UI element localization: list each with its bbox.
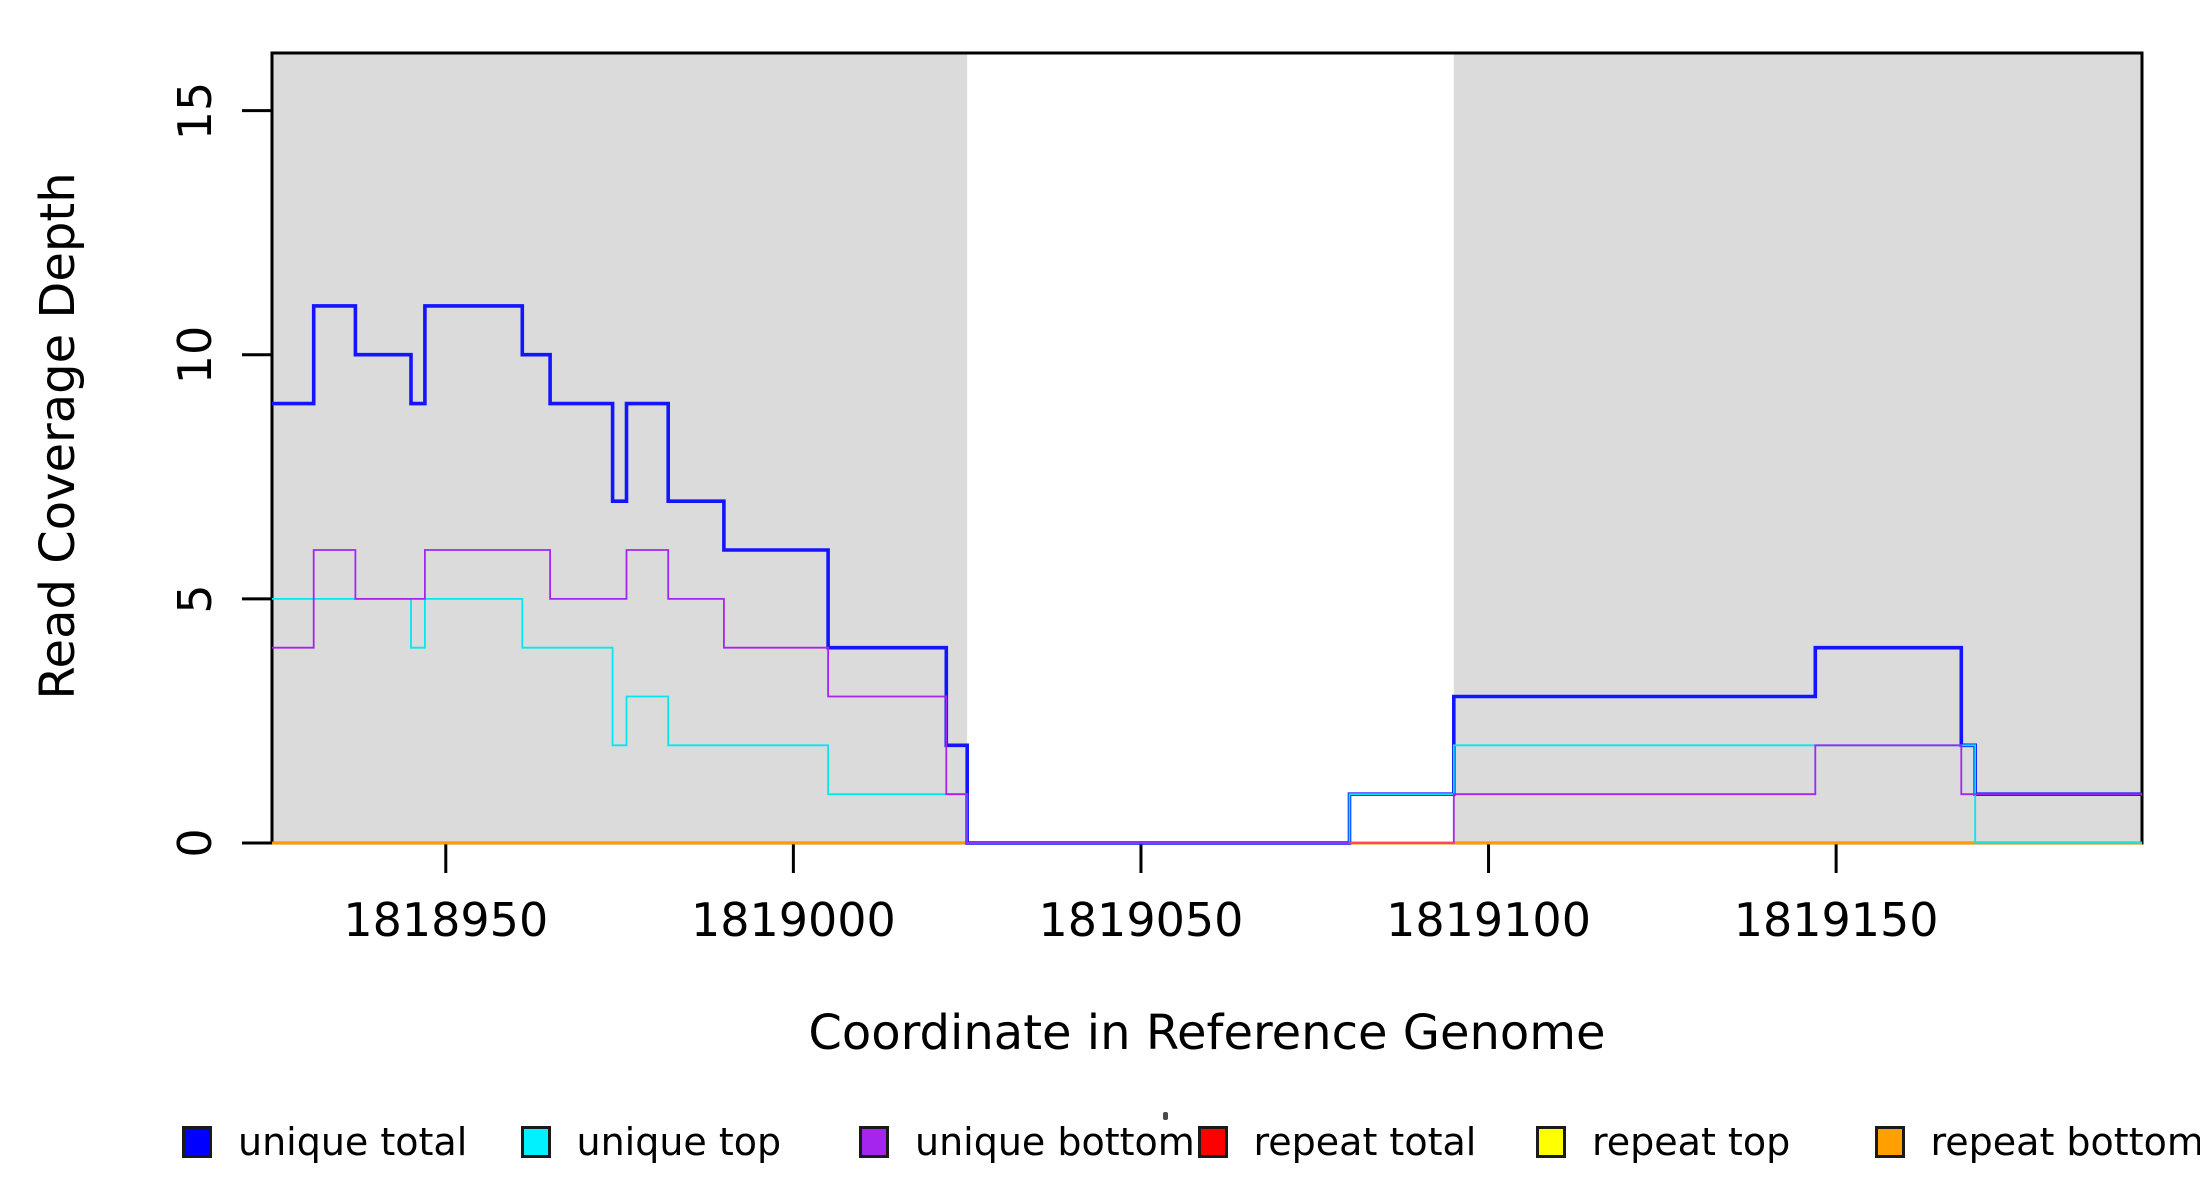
legend-item-unique-total: unique total [182, 1120, 467, 1164]
series-line-unique-bottom [272, 549, 2142, 844]
legend-swatch-unique-bottom [859, 1126, 889, 1158]
legend-label-repeat-top: repeat top [1592, 1120, 1791, 1164]
y-tick-label-1: 5 [168, 584, 222, 614]
legend-item-unique-top: unique top [520, 1120, 782, 1164]
legend-swatch-unique-total [182, 1126, 212, 1158]
y-tick-label-2: 10 [168, 325, 222, 385]
legend-label-repeat-bottom: repeat bottom [1930, 1120, 2200, 1164]
series-line-unique-total [272, 304, 2142, 845]
legend-item-repeat-bottom: repeat bottom [1874, 1120, 2200, 1164]
y-axis-title: Read Coverage Depth [30, 172, 86, 700]
x-tick-label-4: 1819150 [1733, 893, 1939, 947]
y-tick-label-3: 15 [168, 81, 222, 140]
legend-swatch-unique-top [520, 1126, 551, 1158]
x-tick-label-1: 1819000 [690, 893, 896, 947]
shaded-region-right [1453, 53, 2142, 843]
speck-artifact [1163, 1112, 1168, 1120]
legend-swatch-repeat-bottom [1874, 1126, 1905, 1158]
legend-label-unique-bottom: unique bottom [915, 1120, 1195, 1164]
legend-item-repeat-top: repeat top [1536, 1120, 1790, 1164]
x-axis-title: Coordinate in Reference Genome [808, 1005, 1606, 1061]
legend-swatch-repeat-total [1197, 1126, 1228, 1158]
x-tick-label-2: 1819050 [1038, 893, 1244, 947]
shaded-region-left [272, 53, 968, 843]
y-tick-label-0: 0 [168, 828, 222, 858]
x-tick-label-3: 1819100 [1386, 893, 1591, 947]
legend-label-repeat-total: repeat total [1253, 1120, 1477, 1164]
legend-item-repeat-total: repeat total [1197, 1120, 1477, 1164]
legend-swatch-repeat-top [1536, 1126, 1566, 1158]
legend-item-unique-bottom: unique bottom [859, 1120, 1195, 1164]
series-line-unique-top [272, 598, 2142, 844]
legend-label-unique-top: unique top [576, 1120, 782, 1164]
x-tick-label-0: 1818950 [343, 893, 549, 947]
legend-label-unique-total: unique total [238, 1120, 468, 1164]
